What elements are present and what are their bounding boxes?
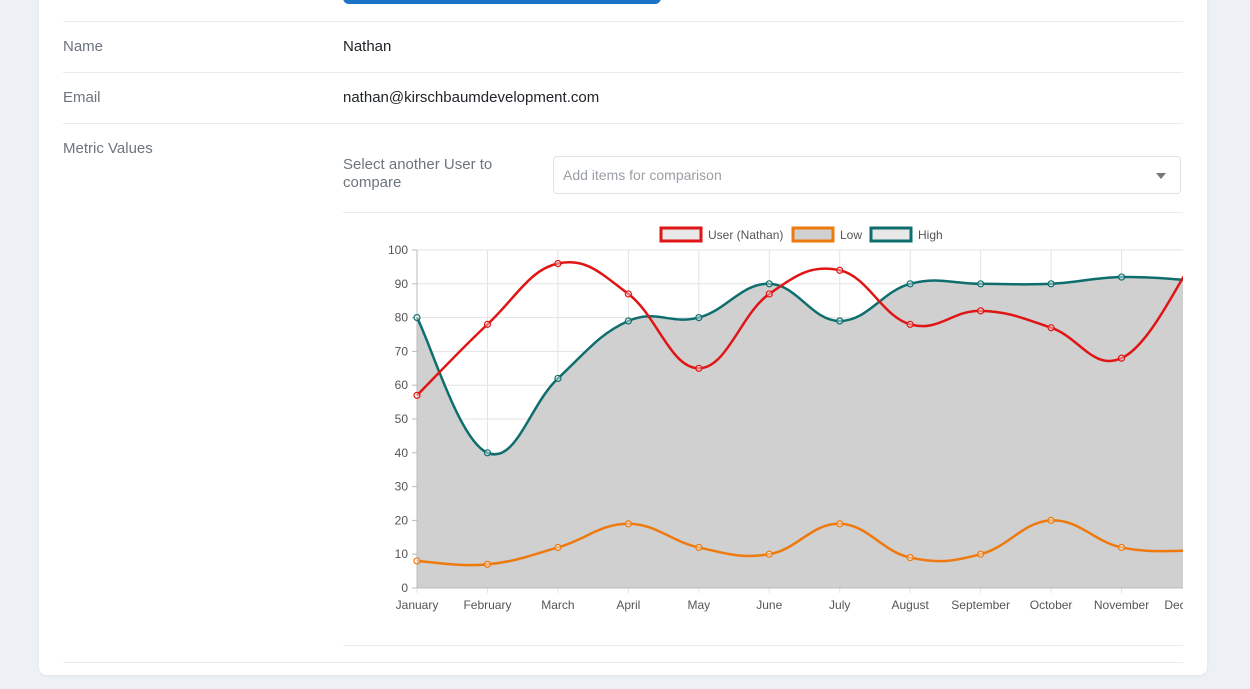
y-tick-label: 20 — [395, 513, 409, 527]
divider — [63, 21, 1183, 22]
divider — [63, 72, 1183, 73]
metrics-chart: 0 10 20 30 40 50 60 70 80 90 100 January February Mar… — [388, 226, 1183, 612]
compare-user-select[interactable]: Add items for comparison — [553, 156, 1181, 194]
x-tick-label: August — [892, 598, 930, 612]
legend-swatch — [869, 226, 913, 243]
data-point — [554, 374, 562, 383]
x-tick-label: March — [541, 598, 574, 612]
compare-select-placeholder: Add items for comparison — [563, 167, 722, 183]
email-label: Email — [63, 89, 101, 106]
data-point — [1117, 273, 1126, 281]
chevron-down-icon[interactable] — [1156, 173, 1166, 179]
y-tick-label: 30 — [395, 480, 409, 494]
data-point — [554, 259, 562, 268]
data-point — [624, 520, 632, 528]
x-tick-label: May — [687, 598, 710, 612]
x-tick-label: September — [951, 598, 1010, 612]
x-tick-label: June — [756, 598, 782, 612]
y-tick-label: 90 — [395, 277, 409, 291]
x-tick-label: January — [396, 598, 439, 612]
data-point — [977, 307, 985, 315]
data-point — [836, 520, 844, 528]
x-tick-label: December — [1164, 598, 1183, 612]
x-tick-label: October — [1030, 598, 1073, 612]
data-point — [554, 543, 562, 552]
data-point — [1047, 280, 1055, 288]
name-value: Nathan — [343, 38, 392, 55]
data-point — [1047, 324, 1055, 332]
data-point — [483, 320, 492, 328]
y-tick-label: 0 — [401, 581, 408, 595]
data-point — [483, 560, 492, 568]
high-area-fill — [417, 276, 1183, 588]
series-line-0 — [416, 261, 1183, 397]
data-point — [695, 313, 703, 322]
data-point — [906, 280, 914, 288]
email-value: nathan@kirschbaumdevelopment.com — [343, 89, 600, 106]
data-point — [695, 364, 703, 372]
data-point — [836, 317, 844, 325]
data-point — [413, 313, 421, 322]
data-point — [765, 550, 773, 558]
legend-swatch — [791, 226, 835, 243]
y-tick-label: 80 — [395, 311, 409, 325]
data-point — [1117, 354, 1126, 362]
legend-label: Low — [840, 228, 862, 242]
x-tick-label: February — [463, 598, 511, 612]
data-point — [906, 320, 914, 328]
data-point — [765, 290, 773, 298]
data-point — [695, 543, 703, 552]
data-point — [1117, 543, 1126, 552]
y-tick-label: 60 — [395, 378, 409, 392]
data-point — [483, 449, 492, 457]
legend-label: High — [918, 228, 943, 242]
divider — [63, 123, 1183, 124]
data-point — [765, 280, 773, 288]
divider — [343, 212, 1183, 213]
compare-user-label: Select another User to compare — [343, 156, 493, 191]
data-point — [977, 550, 985, 558]
data-point — [624, 290, 632, 298]
data-point — [624, 317, 632, 325]
series-line-2 — [415, 275, 1183, 456]
y-tick-label: 40 — [395, 446, 409, 460]
series-line-1 — [416, 519, 1183, 567]
y-tick-label: 10 — [395, 547, 409, 561]
data-point — [413, 391, 421, 399]
name-label: Name — [63, 38, 104, 55]
x-tick-label: April — [616, 598, 640, 612]
data-point — [836, 266, 844, 274]
profile-card: Name Nathan Email nathan@kirschbaumdevel… — [39, 0, 1207, 675]
x-tick-label: July — [829, 598, 850, 612]
divider — [63, 662, 1183, 663]
data-point — [413, 557, 421, 565]
primary-action-button[interactable] — [343, 0, 661, 4]
metric-values-label: Metric Values — [63, 140, 153, 157]
data-point — [1047, 516, 1055, 524]
x-tick-label: November — [1094, 598, 1149, 612]
data-point — [977, 280, 985, 288]
legend-swatch — [659, 226, 703, 243]
y-tick-label: 50 — [395, 412, 409, 426]
y-tick-label: 70 — [395, 344, 409, 358]
data-point — [906, 553, 914, 562]
divider — [343, 645, 1183, 646]
legend-label: User (Nathan) — [708, 228, 783, 242]
y-tick-label: 100 — [388, 243, 408, 257]
